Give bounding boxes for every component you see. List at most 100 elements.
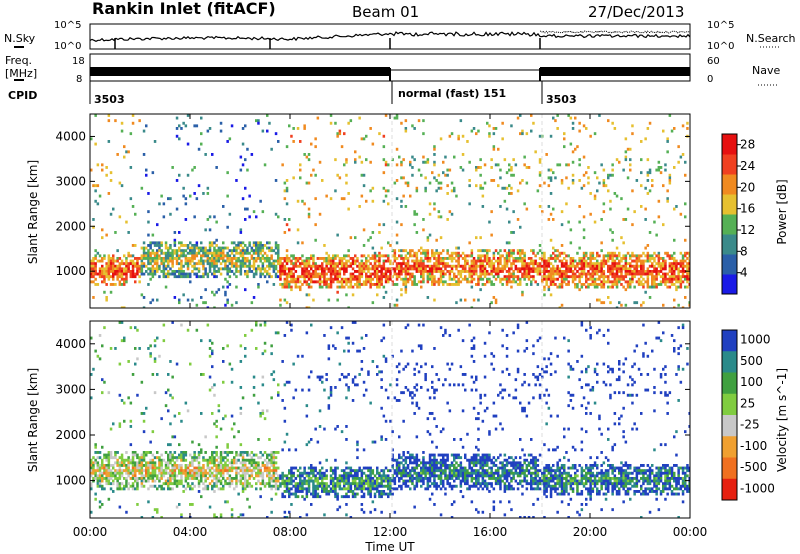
heatmap-cell: [241, 513, 245, 517]
heatmap-cell: [479, 173, 482, 177]
heatmap-cell: [142, 272, 146, 276]
heatmap-cell: [591, 280, 595, 284]
heatmap-cell: [213, 464, 216, 467]
heatmap-cell: [378, 275, 381, 279]
heatmap-cell: [657, 270, 661, 273]
heatmap-cell: [307, 293, 311, 297]
heatmap-cell: [510, 267, 513, 271]
heatmap-cell: [523, 251, 526, 255]
heatmap-cell: [631, 277, 634, 281]
heatmap-cell: [613, 277, 617, 281]
heatmap-cell: [178, 249, 181, 253]
heatmap-cell: [646, 173, 650, 177]
heatmap-cell: [244, 458, 247, 462]
heatmap-cell: [631, 259, 634, 263]
heatmap-cell: [428, 181, 432, 185]
heatmap-cell: [272, 471, 276, 475]
heatmap-cell: [648, 231, 652, 234]
heatmap-cell: [417, 262, 421, 266]
heatmap-cell: [182, 453, 185, 457]
heatmap-cell: [538, 205, 542, 208]
heatmap-cell: [239, 251, 243, 255]
heatmap-cell: [290, 466, 293, 470]
heatmap-cell: [635, 267, 639, 271]
heatmap-cell: [387, 163, 390, 167]
heatmap-cell: [134, 212, 137, 216]
heatmap-cell: [228, 469, 232, 473]
heatmap-cell: [686, 264, 689, 268]
heatmap-cell: [543, 267, 546, 271]
heatmap-cell: [391, 262, 394, 266]
heatmap-cell: [268, 275, 271, 279]
heatmap-cell: [681, 267, 685, 271]
heatmap-cell: [646, 277, 650, 281]
heatmap-cell: [160, 259, 163, 263]
heatmap-cell: [156, 510, 159, 514]
heatmap-cell: [226, 254, 229, 258]
heatmap-cell: [131, 244, 135, 247]
heatmap-cell: [398, 270, 401, 273]
heatmap-cell: [279, 257, 282, 260]
heatmap-cell: [116, 267, 119, 271]
heatmap-cell: [202, 458, 205, 462]
heatmap-cell: [230, 259, 234, 263]
heatmap-cell: [145, 464, 148, 467]
heatmap-cell: [191, 461, 194, 465]
heatmap-cell: [613, 272, 617, 276]
heatmap-cell: [642, 262, 645, 266]
heatmap-cell: [354, 275, 357, 279]
heatmap-cell: [169, 267, 172, 271]
heatmap-cell: [404, 283, 408, 286]
heatmap-cell: [140, 477, 144, 480]
heatmap-cell: [514, 259, 518, 263]
heatmap-cell: [336, 132, 339, 136]
heatmap-cell: [560, 285, 564, 289]
heatmap-cell: [468, 241, 471, 245]
heatmap-cell: [329, 114, 333, 117]
heatmap-cell: [545, 270, 548, 273]
heatmap-cell: [384, 194, 388, 198]
heatmap-cell: [270, 249, 273, 253]
heatmap-cell: [103, 487, 106, 491]
heatmap-cell: [369, 492, 372, 496]
heatmap-cell: [96, 469, 100, 473]
heatmap-cell: [167, 251, 170, 255]
heatmap-cell: [230, 367, 234, 371]
heatmap-cell: [167, 471, 170, 475]
heatmap-cell: [153, 357, 157, 361]
heatmap-cell: [94, 461, 97, 465]
heatmap-cell: [140, 186, 144, 190]
heatmap-cell: [461, 264, 465, 268]
heatmap-cell: [134, 479, 137, 483]
heatmap-cell: [173, 466, 177, 470]
heatmap-cell: [499, 257, 502, 260]
heatmap-cell: [200, 132, 203, 136]
heatmap-cell: [360, 194, 364, 198]
heatmap-cell: [402, 259, 405, 263]
heatmap-cell: [147, 249, 150, 253]
heatmap-cell: [239, 386, 243, 389]
heatmap-cell: [103, 453, 106, 457]
heatmap-cell: [105, 233, 108, 237]
heatmap-cell: [323, 484, 326, 488]
power-colorbar-frame: [721, 133, 738, 295]
heatmap-cell: [299, 516, 302, 518]
heatmap-cell: [635, 262, 639, 266]
heatmap-cell: [336, 275, 339, 279]
heatmap-cell: [552, 246, 555, 250]
heatmap-cell: [250, 328, 254, 332]
heatmap-cell: [259, 495, 262, 499]
heatmap-cell: [301, 490, 304, 493]
heatmap-cell: [343, 349, 346, 353]
heatmap-cell: [646, 275, 650, 279]
heatmap-cell: [600, 280, 603, 284]
heatmap-cell: [406, 181, 410, 185]
heatmap-cell: [303, 153, 306, 156]
heatmap-cell: [486, 280, 489, 284]
heatmap-cell: [347, 386, 350, 389]
heatmap-cell: [435, 189, 438, 193]
heatmap-cell: [323, 388, 326, 392]
heatmap-cell: [532, 251, 535, 255]
heatmap-cell: [94, 451, 97, 454]
heatmap-cell: [446, 257, 449, 260]
